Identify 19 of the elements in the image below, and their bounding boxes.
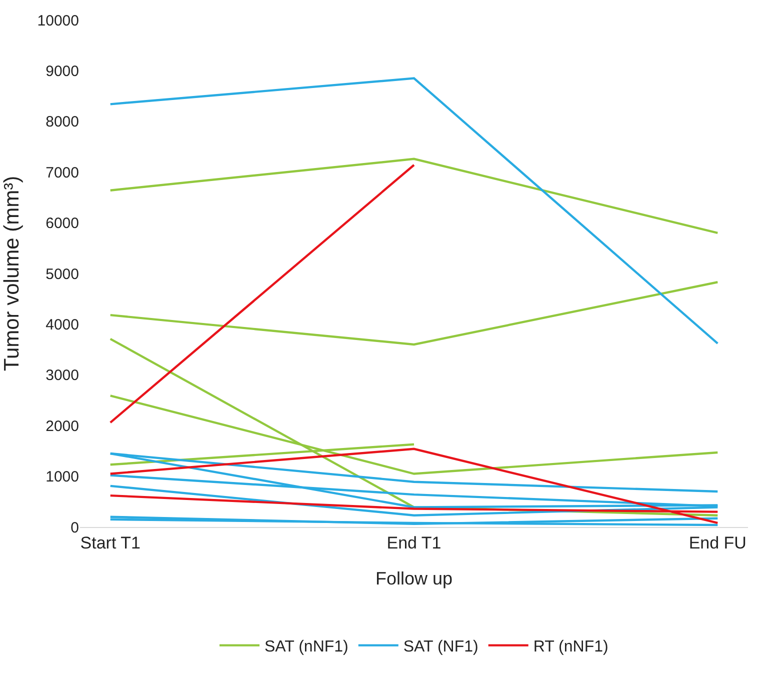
x-tick-label: Start T1 [80, 533, 140, 552]
legend-label: SAT (nNF1) [264, 638, 348, 656]
y-tick-label: 5000 [46, 266, 79, 283]
x-axis-title: Follow up [375, 568, 453, 588]
y-tick-label: 8000 [46, 114, 79, 131]
x-tick-label: End T1 [386, 533, 442, 552]
y-tick-label: 7000 [46, 164, 79, 182]
y-tick-label: 9000 [46, 62, 79, 80]
y-tick-label: 3000 [46, 367, 79, 384]
y-tick-label: 0 [70, 519, 79, 536]
y-tick-label: 6000 [46, 215, 79, 232]
legend-label: RT (nNF1) [533, 638, 608, 656]
y-axis-title: Tumor volume (mm³) [0, 176, 24, 372]
y-tick-label: 2000 [46, 418, 79, 435]
y-tick-label: 10000 [37, 12, 79, 30]
x-tick-label: End FU [688, 533, 746, 552]
legend-label: SAT (NF1) [403, 638, 478, 656]
y-tick-label: 1000 [46, 468, 79, 486]
y-tick-label: 4000 [46, 316, 79, 334]
